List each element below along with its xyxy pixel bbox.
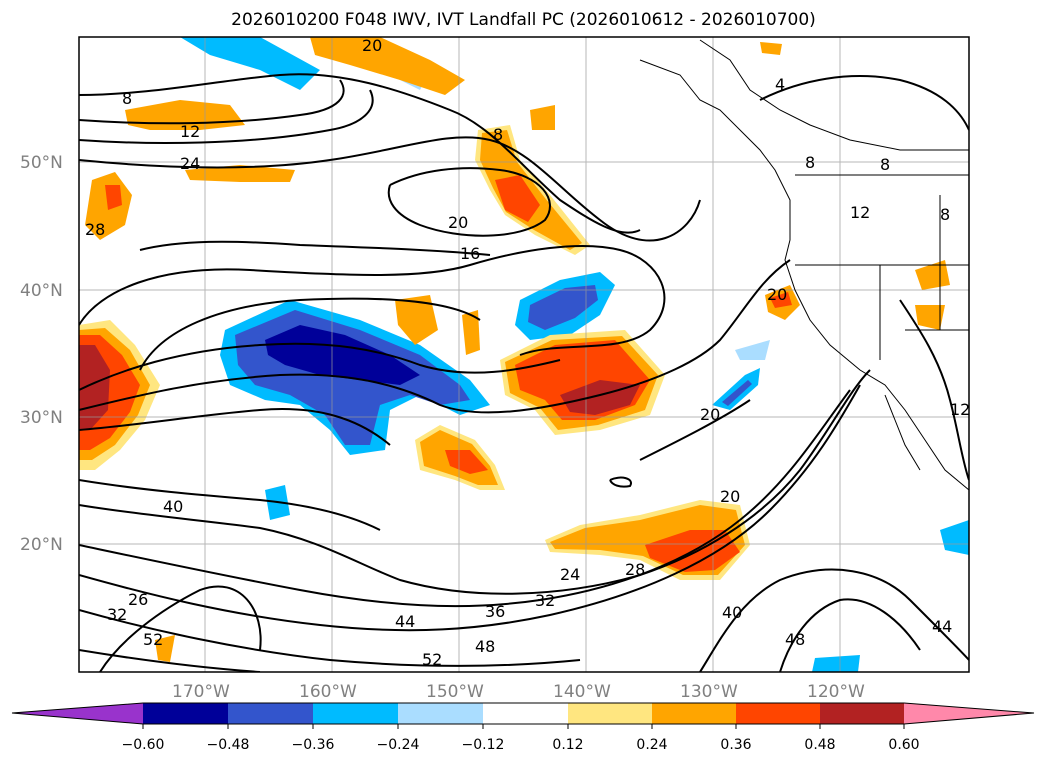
contour-label: 12: [180, 122, 200, 141]
latitude-labels: 50°N 40°N 30°N 20°N: [20, 153, 63, 555]
contour-lines: [79, 73, 969, 672]
lat-label: 30°N: [20, 408, 63, 428]
contour-label: 20: [362, 36, 382, 55]
positive-anomaly-region: [395, 295, 438, 345]
lon-label: 130°W: [680, 682, 738, 702]
colorbar-tick-label: 0.60: [888, 737, 919, 753]
contour-label: 20: [700, 405, 720, 424]
colorbar-segment: [568, 703, 652, 724]
positive-anomaly-region: [185, 165, 295, 182]
contour-label: 36: [485, 602, 505, 621]
contour-label: 48: [785, 630, 805, 649]
lat-label: 20°N: [20, 535, 63, 555]
contour-label: 20: [767, 285, 787, 304]
colorbar-segment: [820, 703, 904, 724]
lon-label: 140°W: [553, 682, 611, 702]
colorbar-extend-right: [904, 703, 1034, 724]
colorbar-tick-label: 0.36: [720, 737, 751, 753]
positive-anomaly-region: [915, 260, 950, 290]
contour-label: 12: [850, 203, 870, 222]
colorbar-extend-left: [12, 703, 143, 724]
lon-label: 170°W: [172, 682, 230, 702]
contour-label: 44: [932, 617, 952, 636]
colorbar-tick-label: −0.24: [377, 737, 420, 753]
negative-anomaly-region: [812, 655, 860, 672]
colorbar-tick-label: −0.12: [462, 737, 505, 753]
positive-anomaly-region: [530, 105, 555, 130]
contour-label: 20: [448, 213, 468, 232]
contour-label: 4: [775, 75, 785, 94]
contour-label: 52: [422, 650, 442, 669]
contour-label: 8: [493, 125, 503, 144]
positive-anomaly-region: [310, 37, 465, 95]
contour-label: 16: [460, 244, 480, 263]
negative-anomaly-region: [712, 368, 760, 410]
contour-label: 12: [950, 400, 970, 419]
contour-label: 8: [940, 205, 950, 224]
positive-anomaly-region: [915, 305, 945, 330]
map-frame: [78, 36, 970, 673]
positive-anomaly-region: [770, 292, 792, 308]
contour-label: 40: [722, 603, 742, 622]
positive-anomaly-region: [105, 185, 122, 210]
colorbar-tick-label: −0.36: [292, 737, 335, 753]
contour-label: 32: [535, 591, 555, 610]
colorbar-segment: [483, 703, 568, 724]
positive-anomaly-region: [462, 310, 480, 355]
colorbar-tick-label: −0.48: [207, 737, 250, 753]
coastlines: [639, 39, 969, 491]
contour-labels: 8 12 24 28 20 16 8 4 8 8 12 20 20 20 20 …: [85, 36, 970, 669]
negative-anomaly-region: [940, 520, 969, 555]
map-gridlines: [79, 37, 969, 672]
negative-anomaly-region: [528, 285, 598, 330]
colorbar: −0.60 −0.48 −0.36 −0.24 −0.12 0.12 0.24 …: [11, 702, 1035, 753]
contour-label: 8: [880, 155, 890, 174]
positive-anomaly-region: [760, 42, 782, 55]
colorbar-tick-label: 0.24: [636, 737, 667, 753]
negative-anomaly-region: [735, 340, 770, 360]
lat-label: 50°N: [20, 153, 63, 173]
contour-label: 32: [107, 605, 127, 624]
lat-label: 40°N: [20, 281, 63, 301]
lon-label: 150°W: [426, 682, 484, 702]
contour-label: 20: [720, 487, 740, 506]
longitude-labels: 170°W 160°W 150°W 140°W 130°W 120°W: [172, 682, 865, 702]
contour-label: 52: [143, 630, 163, 649]
contour-label: 24: [180, 154, 200, 173]
colorbar-tick-label: 0.48: [804, 737, 835, 753]
contour-label: 28: [85, 220, 105, 239]
colorbar-tick-label: 0.12: [552, 737, 583, 753]
contour-label: 48: [475, 637, 495, 656]
colorbar-segment: [228, 703, 313, 724]
positive-anomaly-region: [495, 175, 540, 222]
colorbar-segment: [143, 703, 228, 724]
contour-label: 24: [560, 565, 580, 584]
lon-label: 160°W: [299, 682, 357, 702]
colorbar-segment: [398, 703, 483, 724]
negative-anomaly-region: [265, 325, 420, 385]
map-title: 2026010200 F048 IWV, IVT Landfall PC (20…: [231, 10, 816, 30]
positive-anomaly-region: [445, 450, 488, 474]
contour-label: 8: [805, 153, 815, 172]
colorbar-segment: [313, 703, 398, 724]
negative-anomaly-region: [722, 380, 752, 406]
colorbar-tick-label: −0.60: [122, 737, 165, 753]
lon-label: 120°W: [807, 682, 865, 702]
positive-anomaly-region: [480, 130, 582, 250]
contour-label: 40: [163, 497, 183, 516]
contour-label: 44: [395, 612, 415, 631]
colorbar-segment: [736, 703, 820, 724]
colorbar-segment: [652, 703, 736, 724]
contour-label: 8: [122, 89, 132, 108]
positive-anomaly-region: [155, 635, 175, 662]
contour-label: 26: [128, 590, 148, 609]
negative-anomaly-region: [180, 37, 320, 90]
contour-label: 28: [625, 560, 645, 579]
